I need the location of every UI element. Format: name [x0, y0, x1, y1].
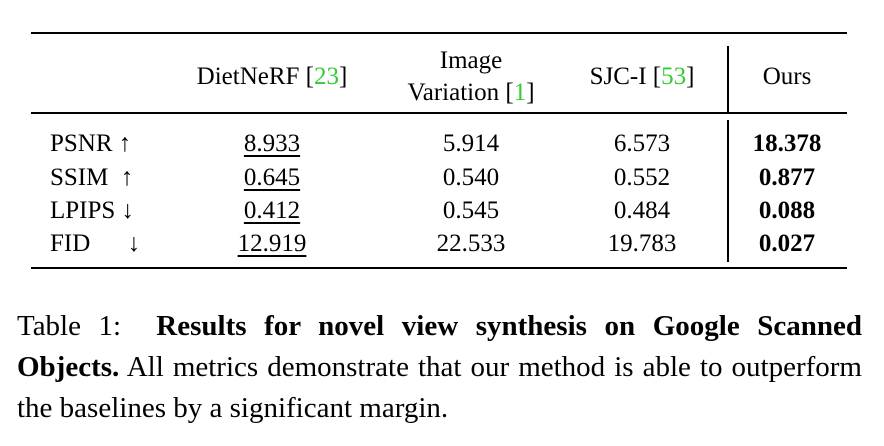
cell-image-variation: 0.545	[442, 197, 500, 224]
cell-image-variation: 22.533	[436, 230, 506, 257]
caption-title: Results for novel view synthesis on Goog…	[17, 310, 863, 383]
cell-ours: 0.027	[758, 230, 816, 257]
table-caption: Table 1: Results for novel view synthesi…	[17, 306, 862, 429]
cell-dietnerf: 0.645	[243, 164, 301, 191]
column-separator	[727, 46, 729, 112]
cell-dietnerf: 8.933	[243, 130, 301, 157]
citation-link[interactable]: 1	[513, 79, 527, 106]
row-metric-ssim: SSIM ↑	[50, 164, 134, 191]
row-metric-lpips: LPIPS ↓	[50, 197, 135, 224]
cell-image-variation: 5.914	[442, 130, 500, 157]
cell-sjc: 6.573	[613, 130, 671, 157]
cell-sjc: 19.783	[607, 230, 677, 257]
column-separator	[727, 120, 729, 262]
column-header-sjc: SJC-I [53]	[589, 63, 695, 90]
cell-ours: 0.877	[758, 164, 816, 191]
cell-ours: 18.378	[752, 130, 822, 157]
row-metric-fid: FID ↓	[50, 230, 141, 257]
cell-dietnerf: 0.412	[243, 197, 301, 224]
cell-sjc: 0.484	[613, 197, 671, 224]
column-header-image-variation-line2: Variation [1]	[407, 79, 535, 106]
column-header-image-variation-line1: Image	[439, 47, 503, 74]
column-header-ours: Ours	[762, 63, 812, 90]
cell-dietnerf: 12.919	[237, 230, 307, 257]
cell-image-variation: 0.540	[442, 164, 500, 191]
caption-label: Table 1:	[17, 310, 122, 342]
citation-link[interactable]: 23	[314, 63, 340, 90]
cell-ours: 0.088	[758, 197, 816, 224]
table-top-rule	[31, 32, 847, 34]
table-header-rule	[31, 112, 847, 114]
table-bottom-rule	[31, 267, 847, 269]
cell-sjc: 0.552	[613, 164, 671, 191]
row-metric-psnr: PSNR ↑	[50, 130, 132, 157]
citation-link[interactable]: 53	[661, 63, 687, 90]
column-header-dietnerf: DietNeRF [23]	[196, 63, 348, 90]
caption-body: All metrics demonstrate that our method …	[17, 351, 862, 424]
